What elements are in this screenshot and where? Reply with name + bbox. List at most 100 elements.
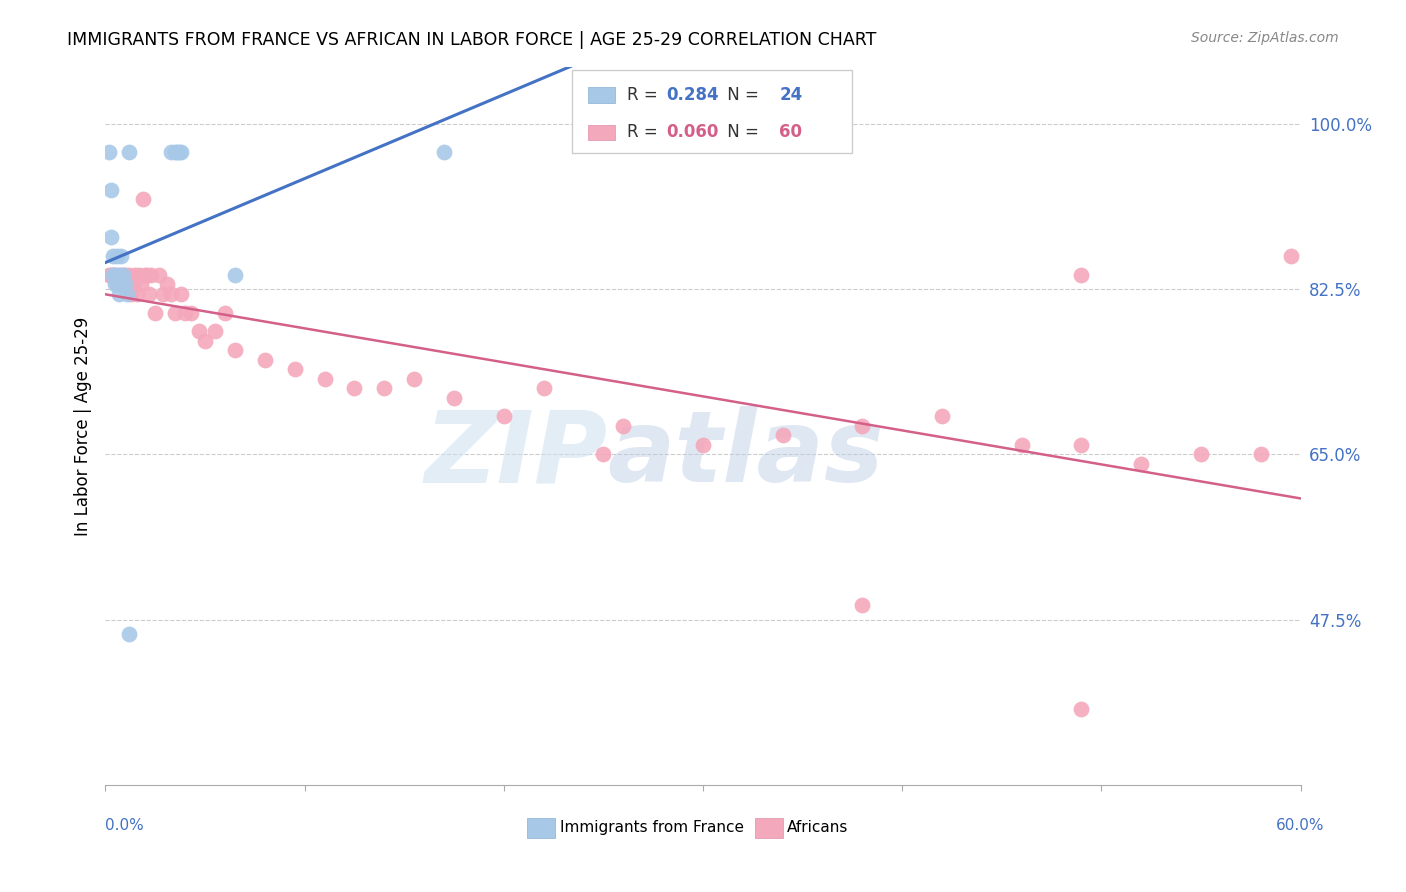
Point bbox=[343, 381, 366, 395]
Point bbox=[108, 268, 131, 282]
Point bbox=[127, 286, 149, 301]
Point bbox=[120, 286, 142, 301]
Text: ZIP: ZIP bbox=[425, 406, 607, 503]
Text: N =: N = bbox=[723, 87, 765, 104]
Point bbox=[112, 268, 135, 282]
Text: R =: R = bbox=[627, 123, 662, 142]
Point bbox=[1279, 249, 1302, 263]
Point bbox=[194, 334, 217, 348]
Point bbox=[1130, 457, 1153, 471]
Point bbox=[160, 286, 183, 301]
Point bbox=[224, 343, 246, 358]
Point bbox=[128, 268, 150, 282]
Text: Africans: Africans bbox=[787, 821, 849, 835]
Text: Source: ZipAtlas.com: Source: ZipAtlas.com bbox=[1191, 31, 1339, 45]
Text: Immigrants from France: Immigrants from France bbox=[560, 821, 744, 835]
Point bbox=[118, 145, 141, 159]
Point bbox=[103, 268, 125, 282]
Point bbox=[110, 249, 132, 263]
Point bbox=[204, 325, 226, 339]
Point bbox=[174, 305, 197, 319]
Point bbox=[166, 145, 188, 159]
Text: 0.060: 0.060 bbox=[666, 123, 718, 142]
Point bbox=[373, 381, 395, 395]
Point bbox=[851, 418, 873, 433]
Point bbox=[104, 277, 127, 292]
Point bbox=[107, 277, 129, 292]
Point bbox=[170, 145, 193, 159]
Point bbox=[104, 268, 127, 282]
Point bbox=[152, 286, 174, 301]
Point bbox=[138, 286, 160, 301]
Point bbox=[100, 230, 122, 244]
Point bbox=[118, 268, 141, 282]
Point bbox=[404, 372, 426, 386]
Point bbox=[122, 277, 145, 292]
Point bbox=[851, 599, 873, 613]
Point bbox=[592, 447, 614, 461]
Text: 60: 60 bbox=[779, 123, 803, 142]
FancyBboxPatch shape bbox=[588, 87, 614, 103]
Point bbox=[129, 277, 153, 292]
Point bbox=[110, 277, 132, 292]
Point bbox=[165, 145, 187, 159]
Point bbox=[98, 268, 121, 282]
Point bbox=[117, 286, 139, 301]
Point bbox=[170, 286, 193, 301]
Point bbox=[134, 268, 156, 282]
Point bbox=[136, 268, 159, 282]
Y-axis label: In Labor Force | Age 25-29: In Labor Force | Age 25-29 bbox=[73, 317, 91, 535]
Point bbox=[284, 362, 307, 376]
Point bbox=[107, 249, 129, 263]
FancyBboxPatch shape bbox=[588, 125, 614, 140]
Text: 0.284: 0.284 bbox=[666, 87, 718, 104]
Point bbox=[165, 305, 187, 319]
Point bbox=[104, 268, 127, 282]
Point bbox=[103, 268, 125, 282]
Point bbox=[612, 418, 634, 433]
Point bbox=[167, 145, 190, 159]
Point bbox=[533, 381, 555, 395]
Point bbox=[1189, 447, 1212, 461]
Text: IMMIGRANTS FROM FRANCE VS AFRICAN IN LABOR FORCE | AGE 25-29 CORRELATION CHART: IMMIGRANTS FROM FRANCE VS AFRICAN IN LAB… bbox=[67, 31, 877, 49]
Point bbox=[443, 391, 465, 405]
Point bbox=[156, 277, 179, 292]
Point bbox=[772, 428, 794, 442]
Point bbox=[108, 286, 131, 301]
Point bbox=[224, 268, 246, 282]
Point bbox=[692, 438, 714, 452]
Point bbox=[100, 268, 122, 282]
Text: N =: N = bbox=[723, 123, 765, 142]
Point bbox=[108, 268, 131, 282]
Point bbox=[1070, 438, 1092, 452]
Point bbox=[188, 325, 211, 339]
Point bbox=[148, 268, 170, 282]
Text: R =: R = bbox=[627, 87, 662, 104]
Point bbox=[141, 268, 163, 282]
Text: 24: 24 bbox=[779, 87, 803, 104]
Point bbox=[112, 268, 135, 282]
Point bbox=[1250, 447, 1272, 461]
Point bbox=[114, 268, 136, 282]
Point bbox=[100, 183, 122, 197]
Point bbox=[314, 372, 336, 386]
Point bbox=[114, 277, 136, 292]
Point bbox=[118, 627, 141, 641]
Point bbox=[103, 249, 125, 263]
Point bbox=[492, 409, 515, 424]
Point bbox=[117, 277, 139, 292]
Point bbox=[180, 305, 202, 319]
Point bbox=[931, 409, 953, 424]
Point bbox=[253, 352, 276, 367]
Point bbox=[160, 145, 183, 159]
FancyBboxPatch shape bbox=[571, 70, 852, 153]
Point bbox=[98, 145, 121, 159]
Point bbox=[132, 192, 155, 206]
Text: 60.0%: 60.0% bbox=[1277, 818, 1324, 832]
Text: 0.0%: 0.0% bbox=[105, 818, 145, 832]
Point bbox=[124, 268, 146, 282]
Point bbox=[143, 305, 166, 319]
Text: atlas: atlas bbox=[607, 406, 884, 503]
Point bbox=[1070, 702, 1092, 716]
Point bbox=[433, 145, 456, 159]
